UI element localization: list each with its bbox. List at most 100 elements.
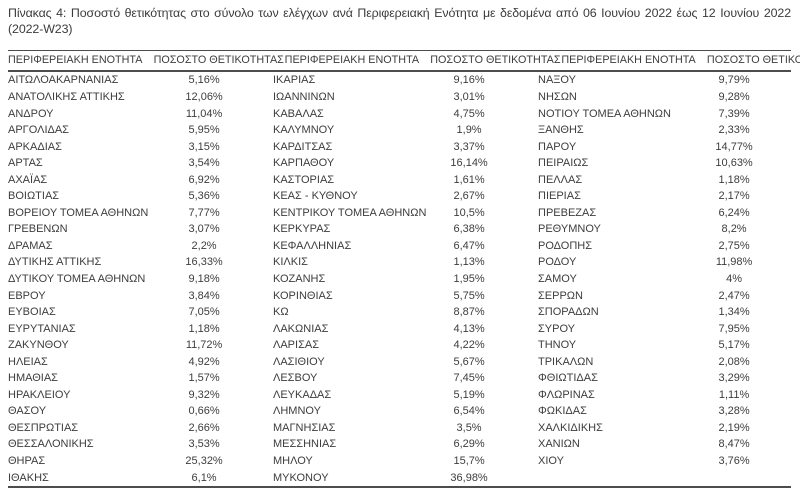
- region-cell: ΣΠΟΡΑΔΩΝ: [538, 306, 599, 319]
- rate-cell: 1,9%: [456, 124, 482, 137]
- rate-cell: 8,47%: [718, 438, 750, 451]
- region-cell: ΔΡΑΜΑΣ: [8, 239, 53, 252]
- region-cell: ΡΟΔΟΠΗΣ: [538, 239, 593, 252]
- region-cell: ΜΗΛΟΥ: [273, 454, 313, 467]
- rate-cell: 6,1%: [191, 471, 217, 484]
- region-cell: ΚΑΒΑΛΑΣ: [273, 107, 324, 120]
- region-cell: ΠΕΛΛΑΣ: [538, 173, 583, 186]
- rate-cell: 1,95%: [453, 272, 485, 285]
- rate-cell: 4,13%: [453, 322, 485, 335]
- rate-cell: 5,17%: [718, 339, 750, 352]
- rate-cell: 6,47%: [453, 239, 485, 252]
- region-cell: ΙΘΑΚΗΣ: [8, 471, 49, 484]
- rate-cell: 1,13%: [453, 256, 485, 269]
- region-cell: ΚΑΡΠΑΘΟΥ: [273, 157, 335, 170]
- rate-cell: 2,17%: [718, 190, 750, 203]
- region-cell: ΚΟΡΙΝΘΙΑΣ: [273, 289, 333, 302]
- rate-cell: 2,47%: [718, 289, 750, 302]
- region-cell: ΔΥΤΙΚΗΣ ΑΤΤΙΚΗΣ: [8, 256, 102, 269]
- rate-cell: 16,14%: [450, 157, 488, 170]
- rate-cell: 4,22%: [453, 339, 485, 352]
- rate-cell: 3,84%: [188, 289, 220, 302]
- region-cell: ΑΡΓΟΛΙΔΑΣ: [8, 124, 69, 137]
- rate-cell: 3,29%: [718, 372, 750, 385]
- rate-cell: 7,39%: [718, 107, 750, 120]
- rate-cell: 4,92%: [188, 355, 220, 368]
- region-cell: ΛΑΚΩΝΙΑΣ: [273, 322, 329, 335]
- rate-cell: 1,18%: [718, 173, 750, 186]
- region-cell: ΣΥΡΟΥ: [538, 322, 576, 335]
- region-cell: ΖΑΚΥΝΘΟΥ: [8, 339, 69, 352]
- rate-cell: 9,79%: [718, 74, 750, 87]
- rate-cell: 14,77%: [715, 140, 753, 153]
- region-cell: ΛΑΣΙΘΙΟΥ: [273, 355, 325, 368]
- rate-cell: 12,06%: [185, 90, 223, 103]
- region-cell: ΛΑΡΙΣΑΣ: [273, 339, 320, 352]
- region-cell: ΗΛΕΙΑΣ: [8, 355, 48, 368]
- rate-cell: 1,61%: [453, 173, 485, 186]
- rate-cell: 5,95%: [188, 124, 220, 137]
- region-cell: ΕΥΒΟΙΑΣ: [8, 306, 56, 319]
- region-cell: ΤΡΙΚΑΛΩΝ: [538, 355, 594, 368]
- region-cell: ΑΧΑΪΑΣ: [8, 173, 48, 186]
- region-cell: ΛΕΣΒΟΥ: [273, 372, 318, 385]
- region-cell: ΑΡΚΑΔΙΑΣ: [8, 140, 62, 153]
- rate-column-header: ΠΟΣΟΣΤΟ ΘΕΤΙΚΟΤΗΤΑΣ: [153, 54, 284, 67]
- region-cell: ΚΕΝΤΡΙΚΟΥ ΤΟΜΕΑ ΑΘΗΝΩΝ: [273, 206, 427, 219]
- region-cell: ΕΥΡΥΤΑΝΙΑΣ: [8, 322, 76, 335]
- rate-cell: 10,5%: [453, 206, 485, 219]
- header-group-3: ΠΕΡΙΦΕΡΕΙΑΚΗ ΕΝΟΤΗΤΑ ΠΟΣΟΣΤΟ ΘΕΤΙΚΟΤΗΤΑΣ: [561, 51, 800, 70]
- positivity-table: ΠΕΡΙΦΕΡΕΙΑΚΗ ΕΝΟΤΗΤΑ ΠΟΣΟΣΤΟ ΘΕΤΙΚΟΤΗΤΑΣ…: [8, 50, 800, 489]
- region-column-header: ΠΕΡΙΦΕΡΕΙΑΚΗ ΕΝΟΤΗΤΑ: [284, 54, 420, 67]
- rate-cell: 3,54%: [188, 157, 220, 170]
- region-cell: ΦΩΚΙΔΑΣ: [538, 405, 587, 418]
- rate-cell: 0,66%: [188, 405, 220, 418]
- region-cell: ΜΕΣΣΗΝΙΑΣ: [273, 438, 337, 451]
- rate-cell: 9,16%: [453, 74, 485, 87]
- region-cell: ΚΟΖΑΝΗΣ: [273, 272, 326, 285]
- region-cell: ΗΜΑΘΙΑΣ: [8, 372, 58, 385]
- rate-cell: 11,72%: [185, 339, 223, 352]
- rate-cell: 3,07%: [188, 223, 220, 236]
- rate-cell: 7,45%: [453, 372, 485, 385]
- rate-cell: 9,28%: [718, 90, 750, 103]
- region-cell: ΛΕΥΚΑΔΑΣ: [273, 388, 332, 401]
- region-cell: ΜΥΚΟΝΟΥ: [273, 471, 329, 484]
- region-cell: ΑΡΤΑΣ: [8, 157, 43, 170]
- rate-cell: 10,63%: [715, 157, 753, 170]
- region-cell: ΚΕΡΚΥΡΑΣ: [273, 223, 331, 236]
- rate-cell: 2,08%: [718, 355, 750, 368]
- rate-cell: 6,92%: [188, 173, 220, 186]
- rate-cell: 8,87%: [453, 306, 485, 319]
- region-cell: ΧΙΟΥ: [538, 454, 564, 467]
- rate-cell: 3,53%: [188, 438, 220, 451]
- rate-cell: 3,15%: [188, 140, 220, 153]
- rate-cell: 3,37%: [453, 140, 485, 153]
- region-cell: ΘΕΣΣΑΛΟΝΙΚΗΣ: [8, 438, 94, 451]
- rate-cell: 1,57%: [188, 372, 220, 385]
- region-cell: ΛΗΜΝΟΥ: [273, 405, 321, 418]
- rate-cell: 5,75%: [453, 289, 485, 302]
- region-cell: ΚΩ: [273, 306, 289, 319]
- rate-cell: 5,36%: [188, 190, 220, 203]
- region-cell: ΣΕΡΡΩΝ: [538, 289, 583, 302]
- header-group-2: ΠΕΡΙΦΕΡΕΙΑΚΗ ΕΝΟΤΗΤΑ ΠΟΣΟΣΤΟ ΘΕΤΙΚΟΤΗΤΑΣ: [284, 51, 561, 70]
- rate-cell: 9,18%: [188, 272, 220, 285]
- rate-cell: 2,19%: [718, 421, 750, 434]
- rate-cell: 16,33%: [185, 256, 223, 269]
- rate-column-header: ΠΟΣΟΣΤΟ ΘΕΤΙΚΟΤΗΤΑΣ: [706, 54, 800, 67]
- rate-cell: 3,5%: [456, 421, 482, 434]
- region-cell: ΧΑΛΚΙΔΙΚΗΣ: [538, 421, 603, 434]
- region-cell: ΜΑΓΝΗΣΙΑΣ: [273, 421, 336, 434]
- rate-cell: 5,19%: [453, 388, 485, 401]
- rate-cell: 4%: [726, 272, 743, 285]
- region-cell: ΓΡΕΒΕΝΩΝ: [8, 223, 68, 236]
- region-cell: ΣΑΜΟΥ: [538, 272, 577, 285]
- rate-cell: 8,2%: [721, 223, 747, 236]
- region-cell: ΝΗΣΩΝ: [538, 90, 577, 103]
- rate-cell: 1,18%: [188, 322, 220, 335]
- header-group-1: ΠΕΡΙΦΕΡΕΙΑΚΗ ΕΝΟΤΗΤΑ ΠΟΣΟΣΤΟ ΘΕΤΙΚΟΤΗΤΑΣ: [8, 51, 284, 70]
- region-cell: ΒΟΙΩΤΙΑΣ: [8, 190, 60, 203]
- region-cell: ΡΕΘΥΜΝΟΥ: [538, 223, 601, 236]
- rate-cell: 2,33%: [718, 124, 750, 137]
